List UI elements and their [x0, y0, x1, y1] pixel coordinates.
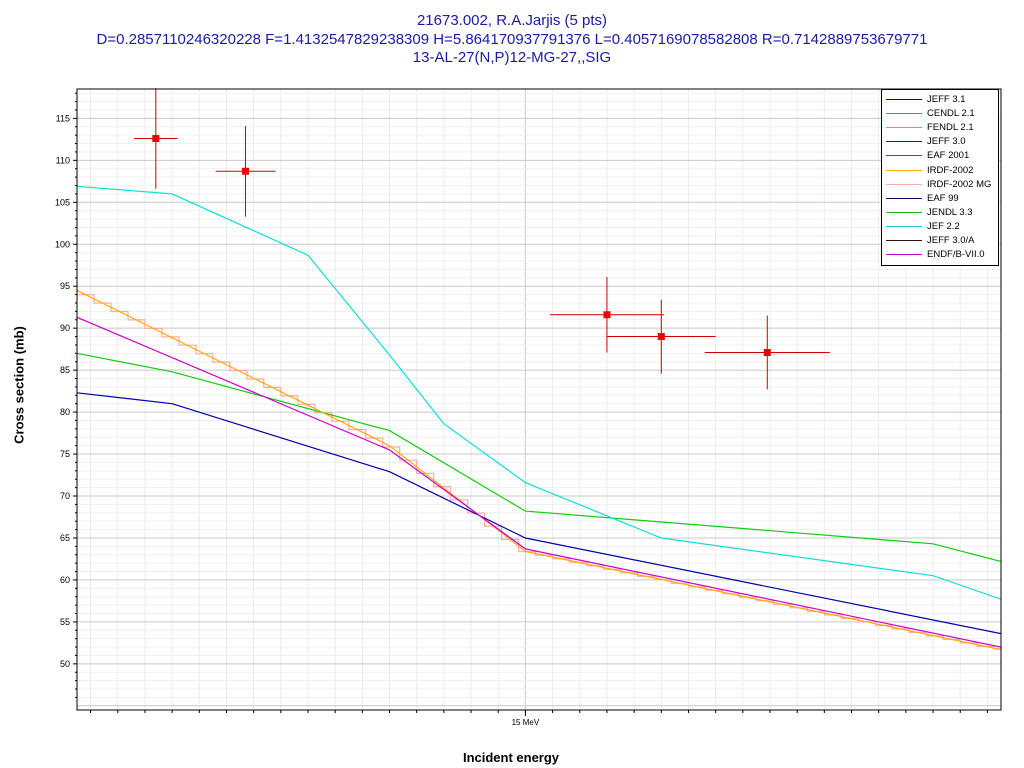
- legend-swatch: [886, 169, 922, 171]
- measurement-point: [763, 349, 771, 357]
- measurement-point: [241, 167, 249, 175]
- legend-label: IRDF-2002 MG: [927, 178, 992, 190]
- legend-swatch: [886, 155, 922, 157]
- legend-label: CENDL 2.1: [927, 108, 975, 120]
- legend-item: JEFF 3.0: [882, 135, 998, 149]
- legend-swatch: [886, 197, 922, 199]
- y-tick-label: 115: [56, 113, 70, 123]
- series-endf-b-vii-0: [77, 316, 1001, 648]
- legend-item: CENDL 2.1: [882, 107, 998, 121]
- legend-swatch: [886, 254, 922, 256]
- legend-swatch: [886, 141, 922, 143]
- legend-item: EAF 2001: [882, 149, 998, 163]
- y-tick-label: 60: [60, 575, 70, 585]
- measurement-point: [657, 333, 665, 341]
- y-tick-label: 65: [60, 533, 70, 543]
- y-tick-label: 95: [60, 281, 70, 291]
- legend-swatch: [886, 211, 922, 213]
- legend-item: JEFF 3.1: [882, 93, 998, 107]
- y-tick-label: 50: [60, 659, 70, 669]
- legend-swatch: [886, 127, 922, 129]
- y-tick-label: 90: [60, 323, 70, 333]
- series-group: [77, 185, 1001, 651]
- y-axis-label: Cross section (mb): [11, 326, 27, 444]
- legend-label: FENDL 2.1: [927, 122, 974, 134]
- x-axis-label: Incident energy: [462, 750, 560, 765]
- y-tick-label: 80: [60, 407, 70, 417]
- measurement-group: [134, 88, 830, 390]
- legend-item: IRDF-2002: [882, 164, 998, 178]
- chart-title: 21673.002, R.A.Jarjis (5 pts): [416, 12, 608, 29]
- legend-label: EAF 99: [927, 192, 959, 204]
- chart-title-block: 21673.002, R.A.Jarjis (5 pts) D=0.285711…: [0, 12, 1024, 68]
- measurement-point: [603, 311, 611, 319]
- y-tick-label: 85: [60, 365, 70, 375]
- legend-label: IRDF-2002: [927, 164, 974, 176]
- y-tick-label: 110: [56, 155, 70, 165]
- y-tick-label: 100: [55, 239, 70, 249]
- grid: [77, 89, 1001, 710]
- legend-swatch: [886, 113, 922, 115]
- legend-item: IRDF-2002 MG: [882, 178, 998, 192]
- legend-item: JENDL 3.3: [882, 206, 998, 220]
- series-jeff-3-1: [77, 392, 1001, 635]
- legend-swatch: [886, 225, 922, 227]
- series-fendl-2-1: [77, 185, 1001, 600]
- legend-item: ENDF/B-VII.0: [882, 248, 998, 262]
- legend-swatch: [886, 183, 922, 185]
- legend-item: JEFF 3.0/A: [882, 234, 998, 248]
- chart-reaction: 13-AL-27(N,P)12-MG-27,,SIG: [412, 49, 612, 66]
- legend: JEFF 3.1 CENDL 2.1 FENDL 2.1 JEFF 3.0 EAF 20…: [881, 89, 999, 266]
- y-tick-label: 55: [60, 617, 70, 627]
- y-tick-label: 70: [60, 491, 70, 501]
- y-tick-label: 75: [60, 449, 70, 459]
- y-tick-label: 105: [55, 197, 70, 207]
- legend-item: EAF 99: [882, 192, 998, 206]
- plot-frame: [76, 88, 1002, 711]
- legend-item: FENDL 2.1: [882, 121, 998, 135]
- legend-label: EAF 2001: [927, 150, 970, 162]
- legend-label: JEFF 3.0: [927, 136, 966, 148]
- legend-label: ENDF/B-VII.0: [927, 249, 985, 261]
- legend-label: JEFF 3.1: [927, 94, 966, 105]
- legend-label: JEF 2.2: [927, 220, 960, 232]
- legend-swatch: [886, 99, 922, 100]
- measurement-point: [152, 135, 160, 143]
- series-cendl-2-1: [77, 352, 1001, 563]
- plot-area: [77, 89, 1001, 710]
- chart-parameters: D=0.2857110246320228 F=1.413254782923830…: [96, 30, 928, 48]
- legend-item: JEF 2.2: [882, 220, 998, 234]
- x-tick-label: 15 MeV: [512, 718, 540, 727]
- legend-label: JEFF 3.0/A: [927, 235, 975, 246]
- legend-swatch: [886, 240, 922, 241]
- series-irdf-2002: [77, 289, 1001, 651]
- legend-label: JENDL 3.3: [927, 206, 973, 218]
